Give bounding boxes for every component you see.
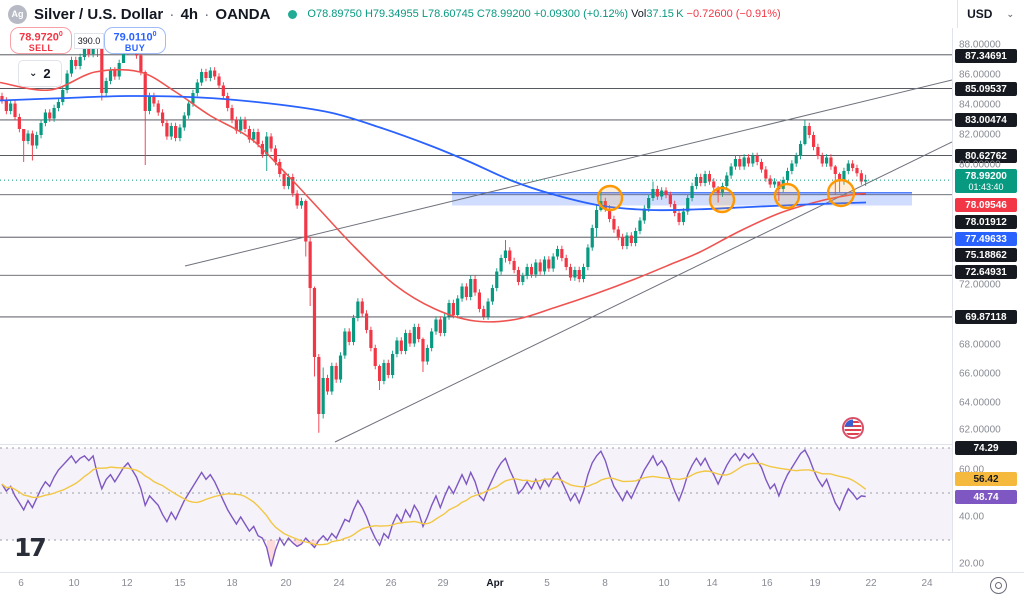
rsi-band	[0, 448, 952, 540]
chevron-down-icon: ⌄	[1006, 8, 1014, 19]
rsi-oversold-fill	[266, 540, 276, 567]
currency-dropdown[interactable]: USD ⌄	[967, 7, 1014, 21]
highlight-circle	[596, 184, 624, 212]
interval-label[interactable]: 4h	[180, 5, 199, 23]
time-axis-label: 10	[658, 578, 670, 589]
trendline	[184, 79, 952, 267]
time-axis-label: 20	[280, 578, 292, 589]
price-axis-label: 68.00000	[959, 339, 1001, 351]
open-value: 78.89750	[315, 8, 362, 20]
symbol-name: Silver / U.S. Dollar	[34, 5, 164, 23]
time-axis-label: 24	[921, 578, 933, 589]
volume-label: Vol	[631, 8, 647, 20]
secondary-change-value: −0.72600 (−0.91%)	[686, 8, 781, 20]
price-axis-badge: 77.49633	[955, 232, 1017, 246]
ohlc-readout: O78.89750 H79.34955 L78.60745 C78.99200 …	[307, 8, 781, 20]
time-axis-label: 18	[226, 578, 238, 589]
time-axis-label: 6	[18, 578, 24, 589]
chart-header: Ag Silver / U.S. Dollar · 4h · OANDA O78…	[0, 0, 1024, 28]
price-axis-label: 86.00000	[959, 69, 1001, 81]
time-axis-label: Apr	[486, 578, 504, 589]
price-axis-badge: 74.29	[955, 441, 1017, 455]
header-divider	[957, 0, 958, 28]
price-axis-label: 40.00	[959, 511, 985, 523]
price-axis-label: 72.00000	[959, 279, 1001, 291]
time-axis-label: 19	[809, 578, 821, 589]
price-axis-label: 62.00000	[959, 424, 1001, 436]
us-flag-event-icon	[842, 417, 864, 439]
time-axis-label: 12	[121, 578, 133, 589]
price-axis-badge: 83.00474	[955, 113, 1017, 127]
trendline	[334, 141, 952, 443]
price-axis-label: 64.00000	[959, 397, 1001, 409]
symbol-logo-icon: Ag	[8, 4, 27, 24]
price-axis-label: 20.00	[959, 558, 985, 570]
legend-collapse-button[interactable]: ⌄ 2	[18, 60, 62, 87]
sell-label: SELL	[28, 43, 54, 54]
time-axis-label: 8	[602, 578, 608, 589]
chevron-down-icon: ⌄	[29, 68, 38, 79]
close-value: 78.99200	[484, 8, 531, 20]
low-value: 78.60745	[427, 8, 474, 20]
buy-label: BUY	[124, 43, 146, 54]
buy-button[interactable]: 79.01100 BUY	[104, 27, 166, 54]
price-axis-badge: 85.09537	[955, 82, 1017, 96]
ma-fast-line	[0, 68, 867, 323]
price-axis-badge: 78.01912	[955, 215, 1017, 229]
price-axis-badge: 80.62762	[955, 149, 1017, 163]
separator-dot: ·	[200, 5, 214, 23]
highlight-circle	[773, 182, 801, 210]
price-axis-badge: 48.74	[955, 490, 1017, 504]
highlight-circle	[708, 186, 736, 214]
time-axis-label: 15	[174, 578, 186, 589]
price-axis-label: 60.00	[959, 464, 985, 476]
price-axis-label: 82.00000	[959, 129, 1001, 141]
high-value: 79.34955	[372, 8, 419, 20]
chart-canvas[interactable]	[0, 0, 952, 572]
price-axis-badge: 72.64931	[955, 265, 1017, 279]
market-open-dot-icon[interactable]	[288, 9, 298, 19]
time-axis-label: 24	[333, 578, 345, 589]
rsi-line	[1, 448, 866, 567]
time-axis-label: 5	[544, 578, 550, 589]
price-axis-label: 84.00000	[959, 99, 1001, 111]
time-axis-label: 10	[68, 578, 80, 589]
price-axis-badge: 56.42	[955, 472, 1017, 486]
highlight-circle	[826, 178, 856, 208]
price-axis-label: 66.00000	[959, 368, 1001, 380]
spread-value: 390.0	[74, 33, 104, 49]
candles-group	[0, 35, 868, 433]
time-axis-label: 16	[761, 578, 773, 589]
indicator-count: 2	[43, 66, 51, 81]
price-axis-label: 88.00000	[959, 39, 1001, 51]
symbol-title-button[interactable]: Silver / U.S. Dollar · 4h · OANDA	[34, 6, 270, 23]
price-axis-badge: 75.18862	[955, 248, 1017, 262]
exchange-label: OANDA	[215, 5, 271, 23]
price-axis-label: 80.00000	[959, 159, 1001, 171]
separator-dot: ·	[165, 5, 179, 23]
tradingview-logo: 17	[14, 533, 47, 562]
time-axis-label: 14	[706, 578, 718, 589]
time-axis-label: 22	[865, 578, 877, 589]
time-axis-label: 26	[385, 578, 397, 589]
rsi-ma-line	[1, 462, 867, 546]
price-axis-badge: 69.87118	[955, 310, 1017, 324]
time-axis-label: 29	[437, 578, 449, 589]
ma-slow-line	[0, 95, 867, 212]
price-axis-badge: 87.34691	[955, 49, 1017, 63]
sell-button[interactable]: 78.97200 SELL	[10, 27, 72, 54]
price-axis[interactable]: 88.00000 87.34691 86.00000 85.09537 84.00000…	[952, 28, 1024, 572]
price-axis-badge: 78.09546	[955, 198, 1017, 212]
time-axis[interactable]: 6 10 12 15 18 20 24 26 29 Apr 5 8 10 14 16 19 22 24	[0, 572, 1024, 596]
price-axis-badge: 78.99200 01:43:40	[955, 169, 1017, 193]
volume-value: 37.15 K	[646, 8, 684, 20]
axis-settings-icon[interactable]	[990, 577, 1007, 594]
change-value: +0.09300 (+0.12%)	[533, 8, 629, 20]
